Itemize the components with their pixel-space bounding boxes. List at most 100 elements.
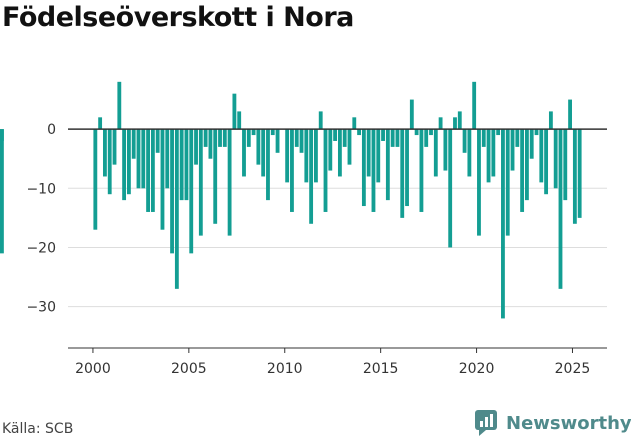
bar (419, 129, 424, 212)
source-note: Källa: SCB (2, 421, 74, 437)
bar (558, 129, 563, 289)
bar (194, 129, 198, 165)
bar (347, 129, 352, 165)
bar (395, 129, 400, 147)
bar (261, 129, 266, 177)
bar (136, 129, 141, 189)
bar (208, 129, 213, 159)
bar (510, 129, 515, 171)
brand-name: Newsworthy (506, 412, 631, 434)
bar (227, 129, 232, 236)
bar (409, 99, 414, 130)
bar (342, 129, 347, 147)
bar (529, 129, 534, 159)
bar (381, 129, 385, 141)
bar (174, 129, 179, 289)
bar (309, 129, 314, 224)
bar (400, 129, 405, 218)
newsworthy-logo-icon (475, 410, 497, 436)
bar (577, 129, 582, 218)
bar (448, 129, 453, 248)
bar (572, 129, 577, 224)
x-tick-label: 2020 (459, 361, 495, 377)
bar (429, 129, 433, 136)
bar (189, 129, 194, 254)
bar (424, 129, 429, 147)
bar (333, 129, 338, 141)
bar (438, 117, 443, 130)
bar (563, 129, 568, 201)
bars (0, 81, 582, 319)
bar (107, 129, 112, 195)
bar (213, 129, 218, 224)
bar (414, 129, 419, 136)
x-tick-label: 2025 (555, 361, 591, 377)
bar (472, 81, 477, 130)
bar (203, 129, 208, 147)
axes (68, 128, 607, 353)
bar (155, 129, 160, 153)
bar (477, 129, 481, 236)
bar (568, 99, 572, 130)
bar (270, 129, 275, 136)
bar (122, 129, 127, 201)
bar (256, 129, 261, 165)
bar (184, 129, 189, 201)
bar (117, 81, 122, 130)
bar (0, 129, 4, 254)
bar (198, 129, 203, 236)
y-tick-label: −10 (26, 181, 56, 197)
bar (548, 111, 553, 130)
bar (385, 129, 390, 201)
bar (266, 129, 270, 201)
bar (352, 117, 357, 130)
bar (112, 129, 117, 165)
bar (246, 129, 251, 147)
bar (462, 129, 467, 153)
x-tick-label: 2000 (75, 361, 111, 377)
bar (544, 129, 549, 195)
bar (501, 129, 505, 319)
bar (366, 129, 371, 177)
bar (304, 129, 309, 183)
bar (357, 129, 361, 136)
bar (467, 129, 472, 177)
bar (515, 129, 520, 147)
bar (299, 129, 304, 153)
bar (150, 129, 155, 212)
bar (390, 129, 395, 147)
bar (376, 129, 381, 183)
x-tick-labels: 2000 2005 2010 2015 2020 2025 (75, 361, 590, 377)
bar (491, 129, 496, 177)
y-tick-label: −20 (26, 240, 56, 256)
bar (524, 129, 529, 201)
bar (103, 129, 107, 177)
y-tick-label: 0 (47, 122, 56, 138)
bar (160, 129, 165, 230)
bar (314, 129, 318, 183)
newsworthy-logo[interactable]: Newsworthy (475, 408, 631, 438)
bar (126, 129, 131, 195)
bar (520, 129, 525, 212)
bar (323, 129, 328, 212)
bar (179, 129, 184, 201)
bar (405, 129, 409, 207)
bar (318, 111, 323, 130)
x-tick-label: 2015 (363, 361, 399, 377)
bar (165, 129, 170, 189)
bar (232, 93, 237, 130)
bar (275, 129, 280, 153)
bar (141, 129, 146, 189)
bar (539, 129, 544, 183)
bar (453, 117, 457, 130)
bar (290, 129, 294, 212)
bar (486, 129, 491, 183)
bar (218, 129, 222, 147)
bar (505, 129, 510, 236)
bar (553, 129, 558, 189)
bar (433, 129, 438, 177)
chart-title: Födelseöverskott i Nora (2, 2, 354, 33)
bar (242, 129, 246, 177)
bar (222, 129, 227, 147)
y-tick-label: −30 (26, 300, 56, 316)
